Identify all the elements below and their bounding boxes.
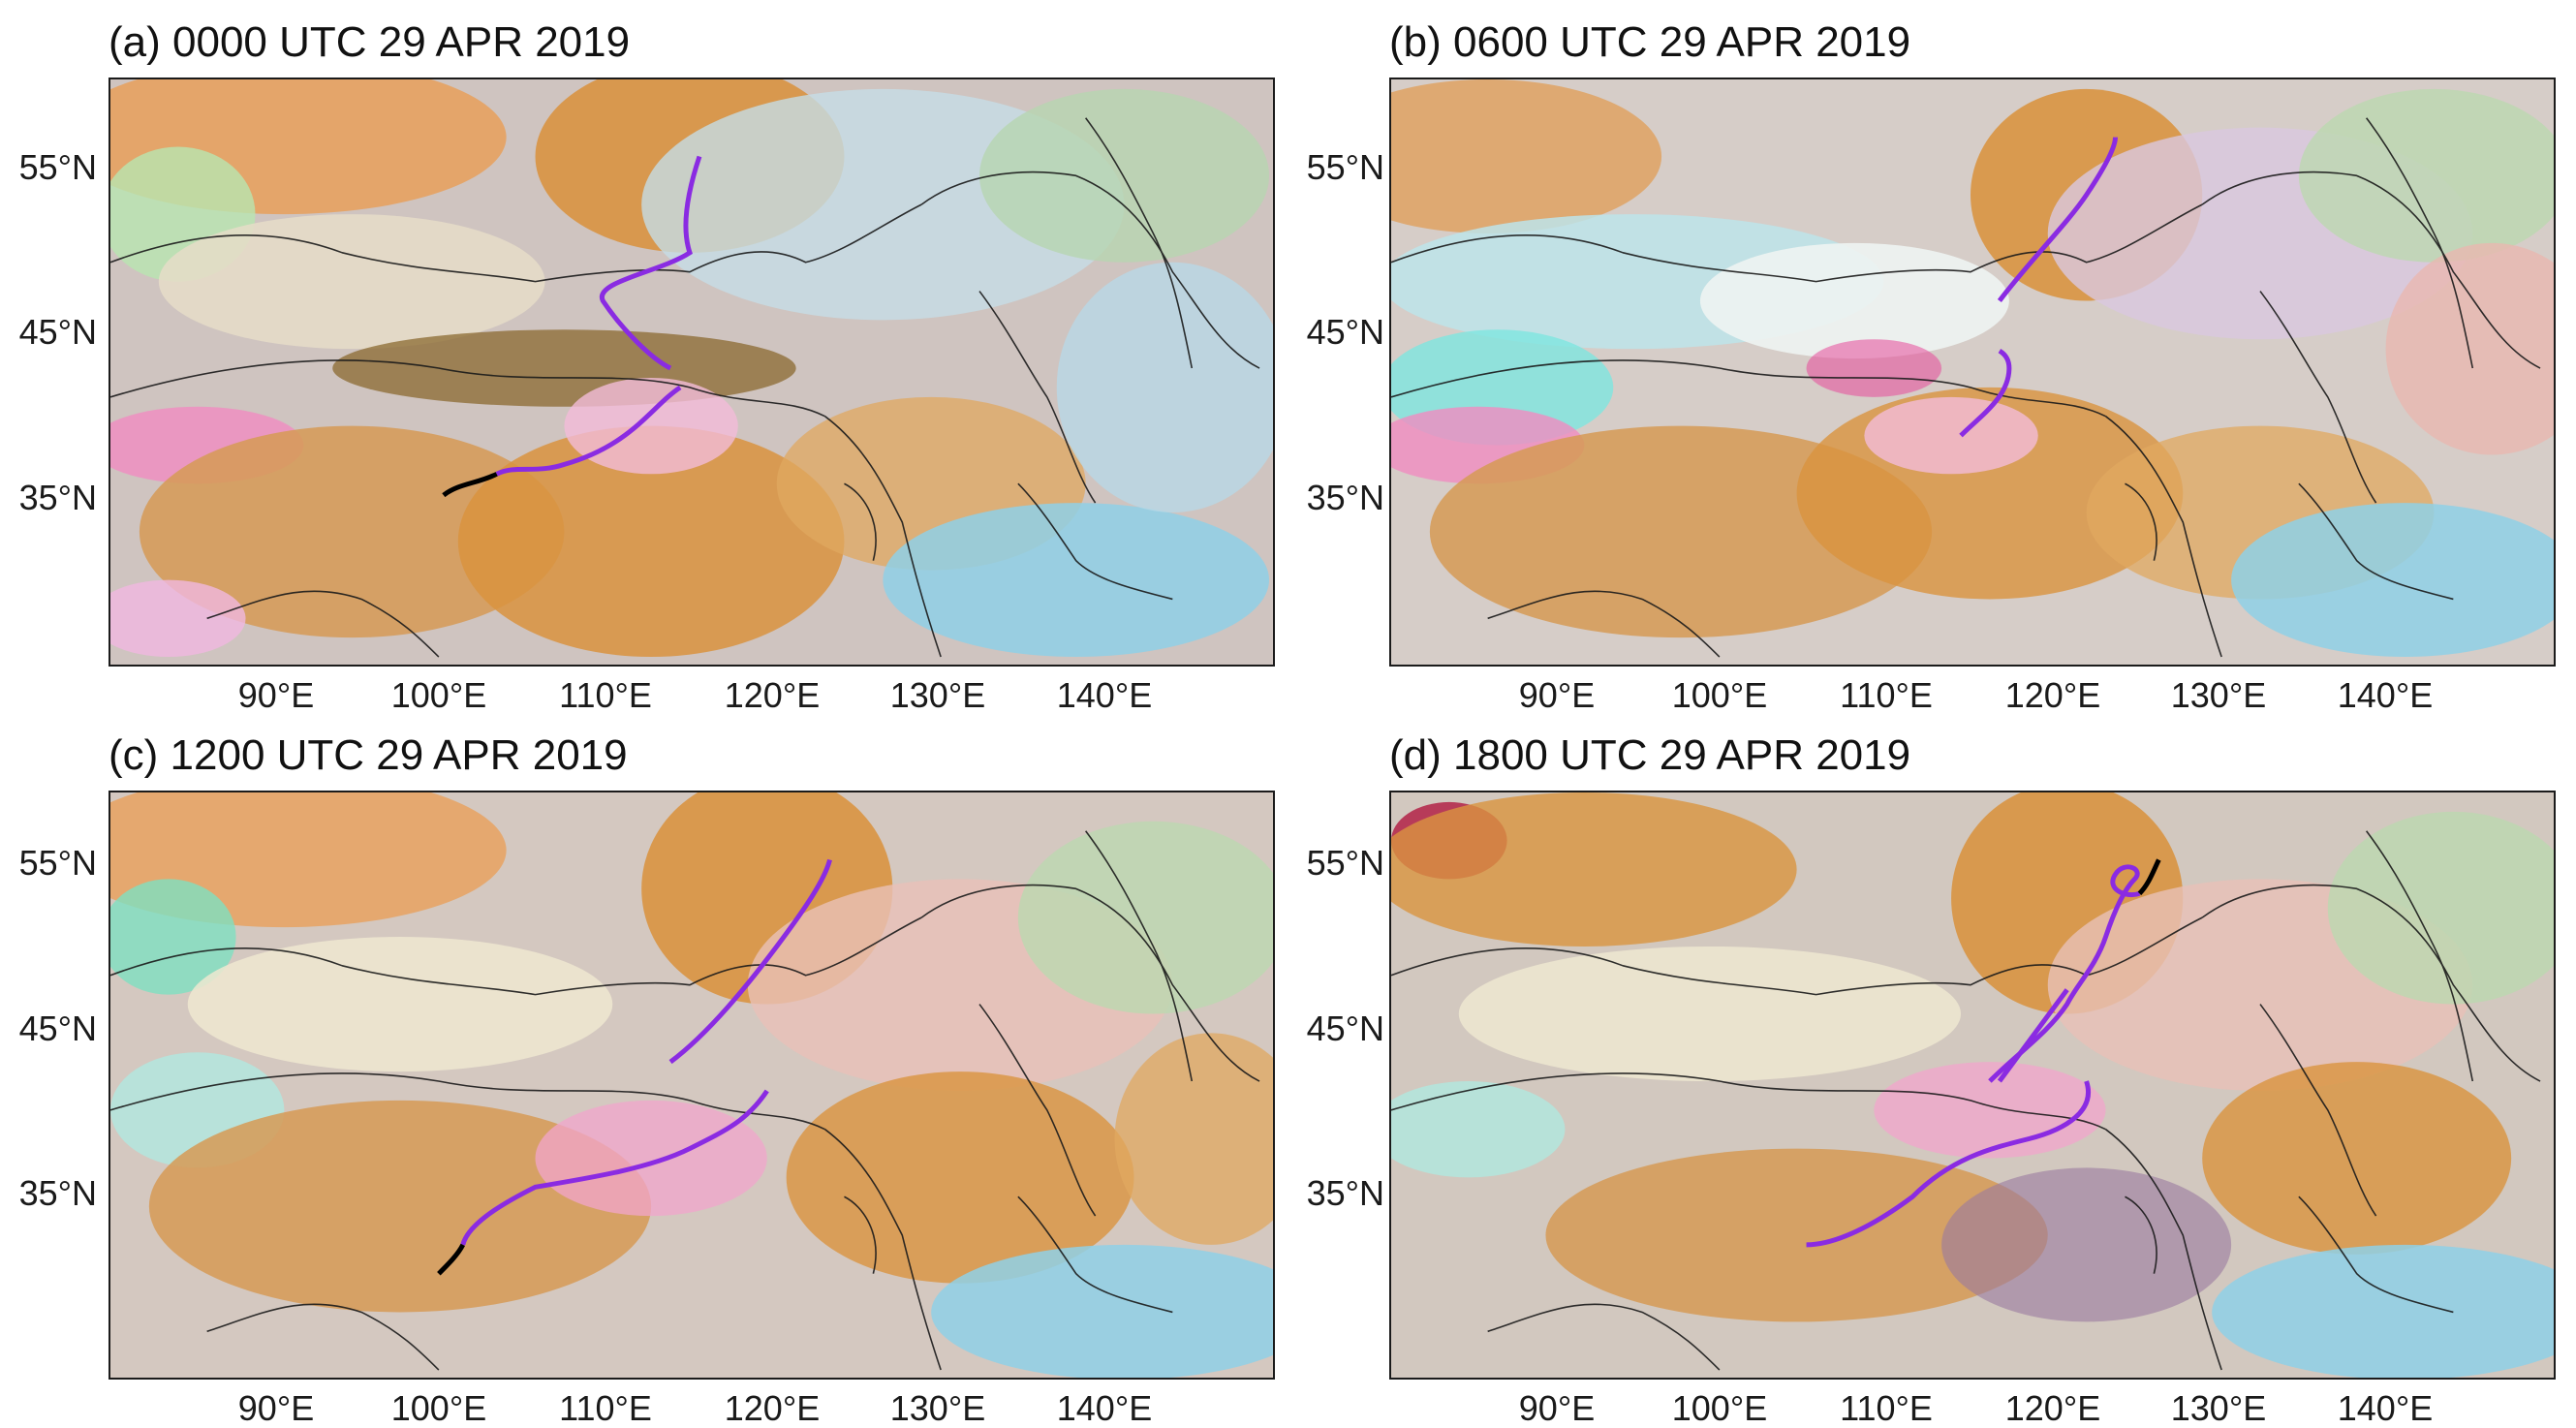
lon-label-130e: 130°E [2170,1388,2267,1428]
lon-label-130e: 130°E [889,675,986,715]
lat-label-55n: 55°N [1306,147,1384,187]
satellite-image-icon [1391,792,2554,1378]
panel-b: (b) 0600 UTC 29 APR 2019 55°N 45°N 35°N [1288,0,2576,713]
lat-label-45n: 45°N [18,312,97,352]
lat-label-35n: 35°N [18,478,97,517]
lat-label-55n: 55°N [18,147,97,187]
lat-label-35n: 35°N [1306,1173,1384,1213]
lon-label-110e: 110°E [559,1388,652,1428]
lon-label-90e: 90°E [1518,1388,1596,1428]
satellite-map [1389,791,2556,1380]
lat-label-45n: 45°N [1306,312,1384,352]
lon-label-140e: 140°E [1056,1388,1153,1428]
lat-label-35n: 35°N [1306,478,1384,517]
panel-title: (a) 0000 UTC 29 APR 2019 [109,18,631,66]
lon-label-120e: 120°E [724,675,821,715]
lon-label-130e: 130°E [889,1388,986,1428]
lat-label-55n: 55°N [18,843,97,883]
lon-label-110e: 110°E [1840,675,1933,715]
panel-a: (a) 0000 UTC 29 APR 2019 55°N 45°N 35°N [0,0,1288,713]
satellite-map [109,791,1275,1380]
lon-label-110e: 110°E [559,675,652,715]
lat-label-35n: 35°N [18,1173,97,1213]
lon-label-120e: 120°E [724,1388,821,1428]
lon-label-100e: 100°E [1671,1388,1768,1428]
satellite-image-icon [1391,79,2554,665]
lon-label-110e: 110°E [1840,1388,1933,1428]
panel-d: (d) 1800 UTC 29 APR 2019 55°N 45°N 35°N [1288,713,2576,1426]
lon-label-140e: 140°E [2337,675,2434,715]
satellite-image-icon [110,792,1273,1378]
lat-label-45n: 45°N [1306,1009,1384,1048]
panel-c: (c) 1200 UTC 29 APR 2019 55°N 45°N 35°N [0,713,1288,1426]
lon-label-100e: 100°E [390,1388,487,1428]
lon-label-100e: 100°E [1671,675,1768,715]
panel-title: (d) 1800 UTC 29 APR 2019 [1389,731,1911,779]
lon-label-140e: 140°E [1056,675,1153,715]
lon-label-90e: 90°E [237,675,315,715]
lat-label-55n: 55°N [1306,843,1384,883]
panel-title: (c) 1200 UTC 29 APR 2019 [109,731,628,779]
lon-label-130e: 130°E [2170,675,2267,715]
lon-label-100e: 100°E [390,675,487,715]
satellite-image-icon [110,79,1273,665]
lon-label-120e: 120°E [2004,1388,2101,1428]
lon-label-120e: 120°E [2004,675,2101,715]
lat-label-45n: 45°N [18,1009,97,1048]
lon-label-90e: 90°E [237,1388,315,1428]
lon-label-90e: 90°E [1518,675,1596,715]
lon-label-140e: 140°E [2337,1388,2434,1428]
satellite-map [1389,78,2556,667]
panel-title: (b) 0600 UTC 29 APR 2019 [1389,18,1911,66]
satellite-map [109,78,1275,667]
